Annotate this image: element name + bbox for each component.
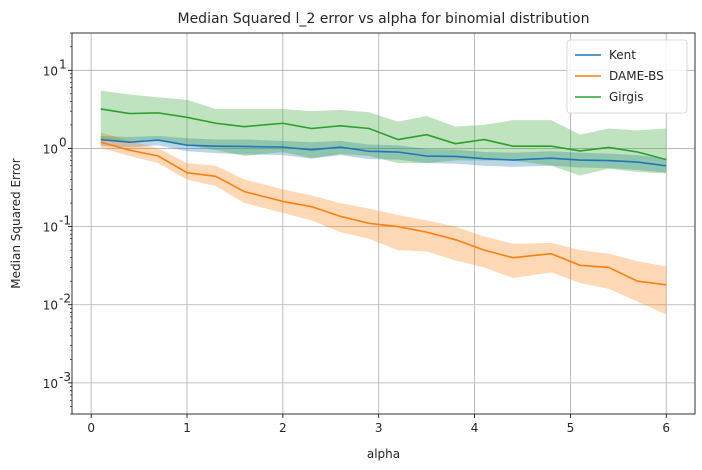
x-tick-label: 0 — [87, 421, 95, 435]
x-tick-label: 3 — [375, 421, 383, 435]
y-tick-exponent: 1 — [59, 57, 67, 71]
line-dame-bs — [100, 141, 667, 286]
chart-title: Median Squared l_2 error vs alpha for bi… — [177, 11, 589, 27]
band-girgis — [100, 90, 667, 176]
confidence-bands — [100, 90, 667, 315]
x-tick-label: 4 — [471, 421, 479, 435]
y-axis-label: Median Squared Error — [9, 158, 23, 288]
y-tick-exponent: -3 — [59, 370, 71, 384]
band-dame-bs — [100, 132, 667, 315]
legend: Kent DAME-BS Girgis — [566, 39, 688, 114]
y-tick-label: 10 — [43, 377, 58, 391]
series-lines — [100, 108, 667, 286]
legend-label-dame-bs: DAME-BS — [609, 69, 664, 83]
line-girgis — [100, 108, 667, 161]
y-tick-exponent: 0 — [59, 135, 67, 149]
legend-box — [566, 39, 688, 114]
y-tick-label: 10 — [43, 221, 58, 235]
band-kent — [100, 135, 667, 173]
legend-label-kent: Kent — [609, 48, 636, 62]
y-tick-exponent: -1 — [59, 214, 71, 228]
x-tick-label: 2 — [279, 421, 287, 435]
x-axis-label: alpha — [367, 447, 400, 461]
y-tick-label: 10 — [43, 299, 58, 313]
line-kent — [100, 138, 667, 167]
y-tick-label: 10 — [43, 142, 58, 156]
y-tick-label: 10 — [43, 64, 58, 78]
plot-frame — [71, 32, 696, 415]
y-tick-exponent: -2 — [59, 292, 71, 306]
legend-label-girgis: Girgis — [609, 90, 644, 104]
x-tick-label: 1 — [183, 421, 191, 435]
x-tick-label: 6 — [662, 421, 670, 435]
x-tick-label: 5 — [567, 421, 575, 435]
